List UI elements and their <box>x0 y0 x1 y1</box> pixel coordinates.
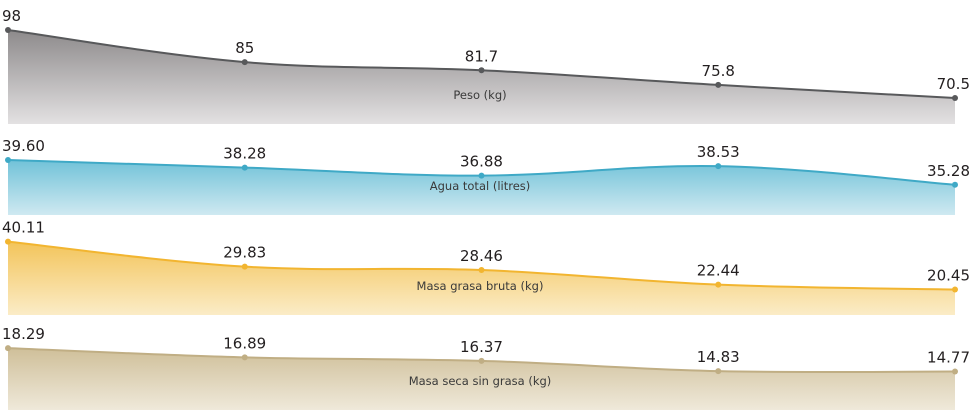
data-point-4-3 <box>478 357 485 364</box>
series-title-4: Masa seca sin grasa (kg) <box>409 374 552 388</box>
data-point-1-4 <box>715 81 722 88</box>
area-fill-4 <box>8 348 955 410</box>
chart-panel-4: Masa seca sin grasa (kg) 18.29 16.89 16.37 1… <box>2 325 970 410</box>
data-point-3-1 <box>5 238 11 245</box>
data-point-2-3 <box>478 172 485 179</box>
data-point-4-1 <box>5 345 11 352</box>
series-title-2: Agua total (litres) <box>430 179 531 193</box>
data-point-1-1 <box>5 26 11 33</box>
data-label-2-5: 35.28 <box>927 162 970 180</box>
data-point-4-4 <box>715 368 722 375</box>
chart-panel-1: Peso (kg) 98 85 81.7 75.8 70.5 <box>2 7 970 125</box>
data-label-1-5: 70.5 <box>937 75 970 93</box>
data-point-3-2 <box>241 263 248 270</box>
data-label-4-4: 14.83 <box>697 348 740 366</box>
data-label-3-4: 22.44 <box>697 262 740 280</box>
chart-panel-2: Agua total (litres) 39.60 38.28 36.88 38.53 3… <box>2 137 970 215</box>
data-label-1-1: 98 <box>2 7 21 25</box>
data-label-2-1: 39.60 <box>2 137 45 155</box>
data-point-3-5 <box>952 286 958 293</box>
data-label-3-5: 20.45 <box>927 267 970 285</box>
data-point-4-2 <box>241 354 248 361</box>
series-title-1: Peso (kg) <box>453 88 506 102</box>
data-point-3-4 <box>715 281 722 288</box>
data-label-3-1: 40.11 <box>2 219 45 237</box>
data-label-4-3: 16.37 <box>460 338 503 356</box>
data-label-3-2: 29.83 <box>223 244 266 262</box>
data-point-2-5 <box>952 181 958 188</box>
data-point-3-3 <box>478 267 485 274</box>
series-title-3: Masa grasa bruta (kg) <box>417 279 544 293</box>
data-point-2-2 <box>241 164 248 171</box>
data-label-3-3: 28.46 <box>460 247 503 265</box>
data-point-4-5 <box>952 368 958 375</box>
data-label-1-2: 85 <box>235 39 254 57</box>
data-label-1-4: 75.8 <box>702 62 735 80</box>
data-point-1-3 <box>478 67 485 74</box>
data-label-2-4: 38.53 <box>697 143 740 161</box>
data-label-2-3: 36.88 <box>460 153 503 171</box>
area-fill-1 <box>8 29 955 125</box>
data-label-2-2: 38.28 <box>223 145 266 163</box>
area-fill-3 <box>8 241 955 315</box>
data-label-1-3: 81.7 <box>465 47 498 65</box>
data-point-2-4 <box>715 163 722 170</box>
data-point-1-5 <box>952 95 958 102</box>
data-label-4-2: 16.89 <box>223 334 266 352</box>
data-point-2-1 <box>5 157 11 164</box>
chart-panel-3: Masa grasa bruta (kg) 40.11 29.83 28.46 22.4… <box>2 219 970 315</box>
data-point-1-2 <box>241 59 248 66</box>
area-fill-2 <box>8 160 955 215</box>
data-label-4-5: 14.77 <box>927 349 970 367</box>
data-label-4-1: 18.29 <box>2 325 45 343</box>
